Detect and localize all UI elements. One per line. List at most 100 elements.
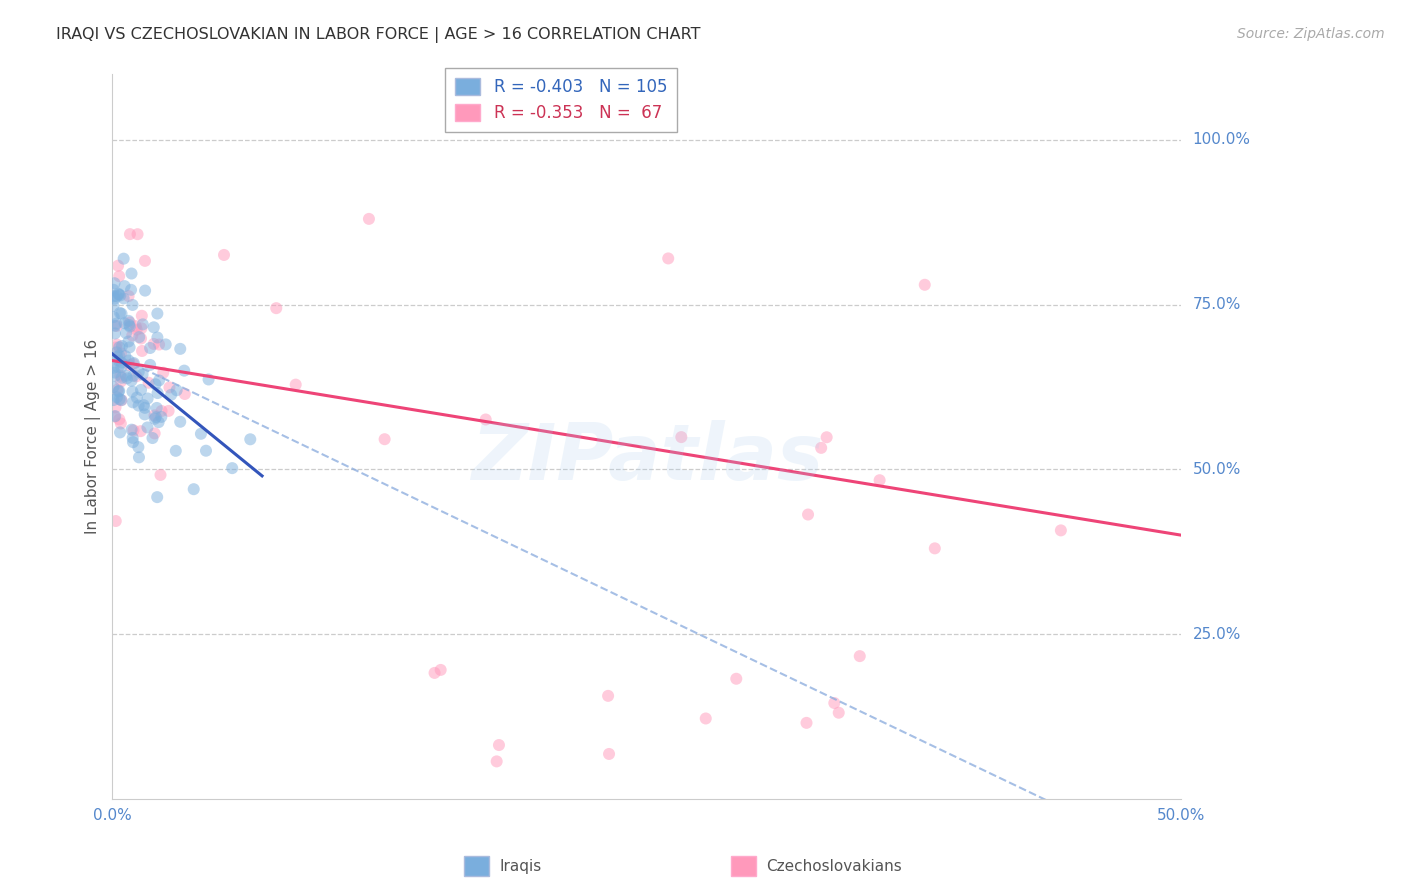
Point (122, 423, 145, 437)
Point (145, 401, 167, 415)
Point (110, 368, 132, 383)
Point (107, 259, 129, 273)
Point (146, 490, 169, 504)
Point (474, 412, 496, 426)
Point (239, 432, 262, 446)
Point (149, 467, 172, 482)
Point (118, 227, 141, 241)
Point (111, 339, 134, 353)
Point (118, 316, 141, 330)
Point (138, 376, 160, 390)
Point (115, 371, 138, 385)
Point (160, 388, 183, 402)
Point (488, 738, 510, 752)
Point (128, 365, 150, 379)
Text: 50.0%: 50.0% (1192, 462, 1240, 477)
Point (598, 747, 620, 761)
Point (165, 443, 187, 458)
Point (657, 252, 679, 266)
Point (357, 211, 380, 226)
Point (129, 424, 152, 438)
Text: 100.0%: 100.0% (1192, 132, 1250, 147)
Point (103, 289, 125, 303)
Point (104, 514, 127, 528)
Point (869, 473, 891, 487)
Point (103, 277, 125, 291)
Point (110, 375, 132, 389)
Point (1050, 524, 1073, 538)
Point (125, 319, 148, 334)
Point (810, 441, 832, 455)
Point (173, 387, 195, 401)
Point (111, 370, 134, 384)
Point (173, 364, 195, 378)
Point (118, 319, 141, 334)
Point (148, 415, 170, 429)
Point (132, 318, 155, 332)
Point (134, 253, 156, 268)
Point (671, 430, 693, 444)
Point (146, 307, 169, 321)
Point (107, 360, 129, 375)
Point (121, 423, 143, 437)
Point (142, 320, 165, 334)
Point (131, 368, 153, 382)
Point (157, 404, 180, 418)
Legend: R = -0.403   N = 105, R = -0.353   N =  67: R = -0.403 N = 105, R = -0.353 N = 67 (446, 68, 678, 132)
Point (103, 380, 125, 394)
Point (152, 366, 174, 380)
Point (103, 393, 125, 408)
Text: Iraqis: Iraqis (499, 859, 541, 873)
Point (169, 415, 191, 429)
Point (914, 277, 936, 292)
Point (221, 461, 243, 475)
Point (121, 395, 143, 409)
Point (122, 357, 145, 371)
Point (284, 377, 307, 392)
Point (110, 288, 132, 302)
Point (131, 343, 153, 358)
Point (136, 392, 159, 406)
Point (104, 368, 127, 383)
Point (132, 398, 155, 412)
Point (136, 420, 159, 434)
Point (107, 286, 129, 301)
Point (105, 345, 128, 359)
Point (828, 706, 851, 720)
Point (108, 392, 131, 407)
Point (125, 323, 148, 337)
Point (108, 269, 131, 284)
Point (110, 355, 132, 369)
Point (145, 410, 167, 425)
Point (924, 541, 946, 556)
Point (103, 310, 125, 324)
Point (115, 326, 138, 340)
Point (105, 318, 128, 333)
Point (121, 298, 143, 312)
Point (823, 696, 845, 710)
Point (725, 672, 748, 686)
Point (110, 393, 132, 408)
Point (110, 417, 132, 431)
Point (125, 391, 148, 405)
Point (110, 307, 132, 321)
Point (103, 299, 125, 313)
Point (104, 340, 127, 354)
Point (103, 292, 125, 306)
Point (143, 409, 166, 423)
Point (128, 330, 150, 344)
Point (104, 366, 127, 380)
Point (429, 663, 451, 677)
Point (127, 440, 149, 454)
Point (103, 409, 125, 424)
Point (127, 227, 149, 242)
Point (118, 318, 141, 332)
Text: 75.0%: 75.0% (1192, 297, 1240, 312)
Point (848, 649, 870, 664)
Point (110, 360, 132, 375)
Text: ZIPatlas: ZIPatlas (471, 420, 823, 496)
Point (155, 337, 177, 351)
Point (598, 689, 620, 703)
Y-axis label: In Labor Force | Age > 16: In Labor Force | Age > 16 (86, 339, 101, 534)
Point (108, 287, 131, 301)
